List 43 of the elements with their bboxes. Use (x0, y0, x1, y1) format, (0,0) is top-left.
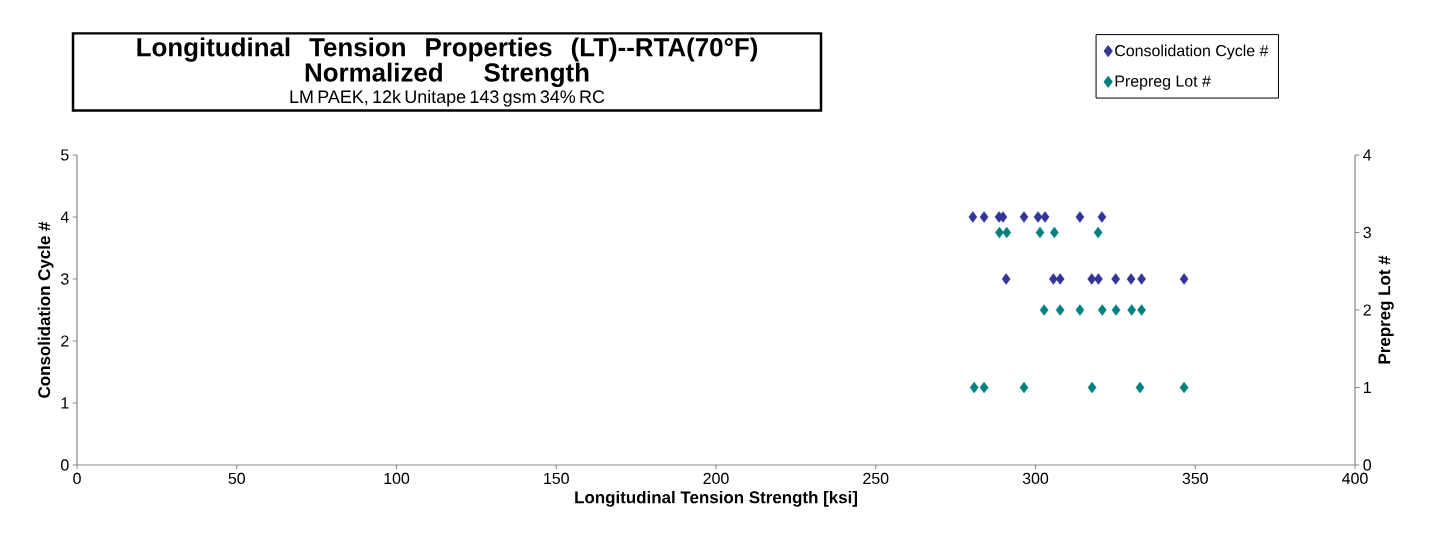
x-tick-label: 150 (544, 472, 569, 485)
legend-label: Prepreg Lot # (1115, 75, 1211, 90)
point (1075, 304, 1085, 316)
y2-tick-label: 0 (1363, 459, 1372, 471)
x-tick-label: 50 (228, 472, 245, 485)
x-tick-label: 350 (1182, 472, 1208, 485)
point (1179, 381, 1189, 394)
point (1039, 304, 1049, 316)
y2-axis-title: Prepreg Lot # (1378, 255, 1394, 364)
x-tick-label: 250 (863, 472, 889, 485)
x-tick-label: 0 (73, 472, 81, 485)
y-tick-label: 3 (60, 273, 69, 285)
point (1019, 381, 1029, 394)
y2-tick-label: 3 (1363, 226, 1371, 239)
point (1135, 381, 1145, 394)
chart-subtitle: LM PAEK, 12k Unitape 143 gsm 34% RC (290, 89, 605, 107)
y2-tick-label: 4 (1363, 149, 1372, 161)
x-axis-title: Longitudinal Tension Strength [ksi] (575, 490, 857, 507)
y2-tick-label: 2 (1363, 304, 1371, 316)
point (1111, 304, 1121, 316)
x-tick-label: 200 (703, 472, 729, 485)
chart-title: Longitudinal Tension Properties (LT)--RTA(70°F) Normalized Strength (137, 37, 758, 87)
y-axis-title: Consolidation Cycle # (37, 221, 54, 398)
x-tick-label: 400 (1342, 472, 1368, 485)
y-tick-label: 0 (61, 459, 69, 471)
point (979, 381, 989, 394)
point (1087, 381, 1097, 394)
y-tick-label: 4 (60, 211, 69, 223)
x-tick-label: 100 (384, 472, 410, 485)
point (969, 381, 979, 394)
point (1035, 226, 1045, 239)
point (1093, 226, 1103, 239)
point (1055, 304, 1065, 316)
point (1137, 304, 1146, 316)
point (1097, 304, 1107, 316)
y2-tick-label: 1 (1364, 382, 1371, 393)
y-tick-label: 1 (61, 397, 69, 409)
legend-label: Consolidation Cycle # (1115, 44, 1269, 60)
y-tick-label: 2 (61, 335, 69, 347)
x-tick-label: 300 (1022, 472, 1049, 485)
point (1127, 304, 1137, 316)
point (1002, 226, 1012, 239)
y-tick-label: 5 (61, 149, 69, 161)
